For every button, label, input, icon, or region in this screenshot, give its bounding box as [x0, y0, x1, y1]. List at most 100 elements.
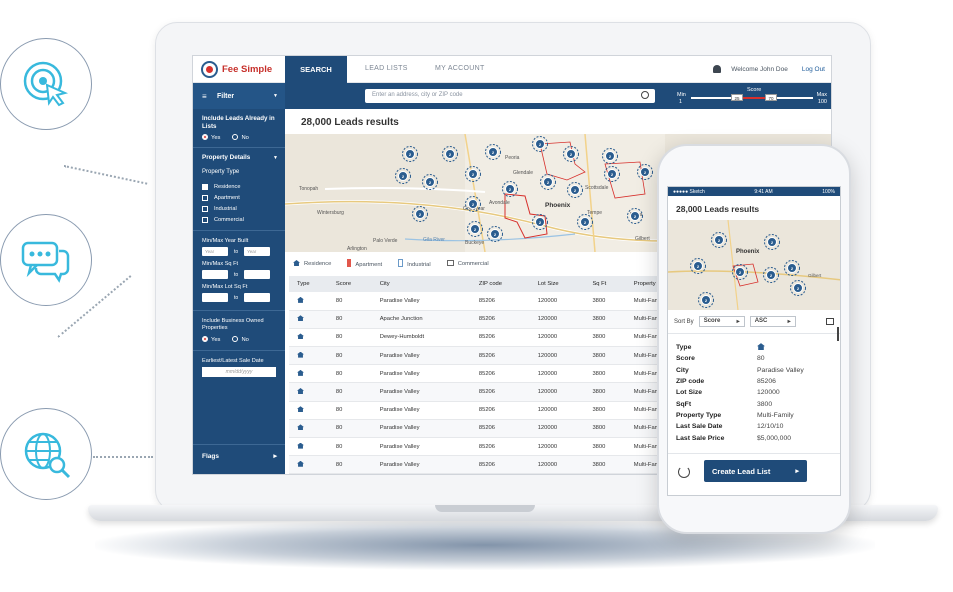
year-min-input[interactable]: Year — [202, 247, 228, 256]
detail-row: Lot Size 120000 — [676, 387, 840, 398]
property-details-toggle[interactable]: Property Details — [193, 148, 285, 165]
cell-city: Apache Junction — [371, 310, 471, 329]
table-row[interactable]: 80 Dewey-Humboldt 85206 120000 3800 Multi-Fam… — [289, 328, 709, 348]
map-cluster-marker[interactable]: 2 — [532, 136, 548, 152]
map-cluster-marker[interactable]: 2 — [395, 168, 411, 184]
mobile-map-markers[interactable]: 2 2 2 2 2 2 2 2 — [690, 232, 806, 308]
lot-min-input[interactable] — [202, 293, 228, 302]
table-row[interactable]: 80 Paradise Valley 85206 120000 3800 Multi-Fa… — [289, 346, 709, 366]
mobile-map-marker[interactable]: 2 — [711, 232, 727, 248]
legend-commercial[interactable]: Commercial — [446, 260, 489, 267]
include-leads-yes[interactable]: Yes — [202, 134, 220, 141]
mobile-map-marker[interactable]: 2 — [763, 267, 779, 283]
legend-industrial[interactable]: Industrial — [398, 259, 431, 268]
svg-text:2: 2 — [539, 142, 542, 147]
mobile-map-marker[interactable]: 2 — [764, 234, 780, 250]
building-icon — [347, 259, 352, 267]
table-row[interactable]: 80 Paradise Valley 85206 120000 3800 Multi-Fa… — [289, 437, 709, 457]
cell-sqft: 3800 — [584, 310, 626, 329]
sort-order-dropdown[interactable]: ASC ▸ — [749, 316, 796, 327]
detail-value: Multi-Family — [757, 411, 794, 419]
year-max-input[interactable]: Year — [244, 247, 271, 256]
map-cluster-marker[interactable]: 2 — [563, 146, 579, 162]
col-city[interactable]: City — [371, 276, 471, 292]
svg-text:2: 2 — [402, 174, 405, 179]
scrollbar-thumb[interactable] — [837, 327, 839, 341]
slider-high-handle[interactable]: 70 — [765, 94, 777, 101]
map-cluster-marker[interactable]: 2 — [540, 174, 556, 190]
refresh-icon[interactable] — [678, 466, 690, 478]
legend-residence[interactable]: Residence — [293, 260, 331, 267]
cell-lot-size: 120000 — [529, 346, 585, 366]
col-lot-size[interactable]: Lot Size — [529, 276, 585, 292]
checkbox-industrial[interactable]: Industrial — [202, 206, 285, 212]
legend-apartment[interactable]: Apartment — [347, 259, 382, 268]
map-cluster-marker[interactable]: 2 — [402, 146, 418, 162]
sort-field-dropdown[interactable]: Score ▸ — [698, 316, 745, 327]
col-sqft[interactable]: Sq Ft — [584, 276, 626, 292]
table-row[interactable]: 80 Paradise Valley 85206 120000 3800 Multi-Fa… — [289, 455, 709, 474]
slider-low-handle[interactable]: 25 — [731, 94, 743, 101]
checkbox-residence[interactable]: Residence — [202, 184, 285, 190]
sqft-min-input[interactable] — [202, 270, 228, 279]
brand-logo[interactable]: Fee Simple — [201, 61, 272, 78]
tab-my-account[interactable]: MY ACCOUNT — [435, 65, 485, 72]
include-leads-no[interactable]: No — [232, 134, 249, 141]
tab-search[interactable]: SEARCH — [285, 56, 347, 83]
create-lead-list-button[interactable]: Create Lead List — [704, 460, 807, 482]
score-range-slider[interactable]: Min Score Max 1 100 25 70 — [677, 86, 827, 106]
col-score[interactable]: Score — [327, 276, 372, 292]
filter-toggle[interactable]: Filter — [193, 83, 285, 109]
map-cluster-marker[interactable]: 2 — [487, 226, 503, 242]
table-row[interactable]: 80 Paradise Valley 85206 120000 3800 Multi-Fa… — [289, 382, 709, 402]
mobile-map-marker[interactable]: 2 — [784, 260, 800, 276]
table-row[interactable]: 80 Paradise Valley 85206 120000 3800 Multi-Fa… — [289, 364, 709, 384]
sale-date-input[interactable]: mm/dd/yyyy — [202, 367, 276, 377]
mobile-map-marker[interactable]: 2 — [690, 258, 706, 274]
map-cluster-marker[interactable]: 2 — [485, 144, 501, 160]
lot-max-input[interactable] — [244, 293, 271, 302]
map-cluster-marker[interactable]: 2 — [467, 221, 483, 237]
bell-icon[interactable] — [713, 65, 722, 73]
business-owned-no[interactable]: No — [232, 336, 249, 343]
map-cluster-marker[interactable]: 2 — [465, 166, 481, 182]
map-cluster-marker[interactable]: 2 — [502, 181, 518, 197]
map-cluster-marker[interactable]: 2 — [465, 196, 481, 212]
cell-lot-size: 120000 — [529, 364, 585, 384]
table-row[interactable]: 80 Apache Junction 85206 120000 3800 Multi-Fa… — [289, 310, 709, 329]
map-cluster-marker[interactable]: 2 — [442, 146, 458, 162]
mobile-map-canvas[interactable]: Phoenix Gilbert 2 2 2 2 2 2 2 2 — [668, 220, 840, 310]
search-icon[interactable] — [641, 91, 649, 99]
table-row[interactable]: 80 Paradise Valley 85206 120000 3800 Multi-Fa… — [289, 401, 709, 420]
table-row[interactable]: 80 Paradise Valley 85206 120000 3800 Multi-Fa… — [289, 419, 709, 439]
printer-icon[interactable] — [826, 318, 834, 325]
mobile-map-marker[interactable]: 2 — [698, 292, 714, 308]
map-cluster-marker[interactable]: 2 — [412, 206, 428, 222]
map-cluster-marker[interactable]: 2 — [604, 166, 620, 182]
map-cluster-marker[interactable]: 2 — [567, 182, 583, 198]
table-row[interactable]: 80 Paradise Valley 85206 120000 3800 Multi-Fa… — [289, 292, 709, 311]
col-type[interactable]: Type — [289, 276, 328, 292]
col-zip[interactable]: ZIP code — [470, 276, 530, 292]
mobile-map[interactable]: Phoenix Gilbert 2 2 2 2 2 2 2 2 — [668, 220, 840, 310]
map-cluster-marker[interactable]: 2 — [627, 208, 643, 224]
map-label-wintersburg: Wintersburg — [317, 210, 344, 216]
mobile-map-marker[interactable]: 2 — [790, 280, 806, 296]
cell-type — [289, 364, 328, 384]
map-cluster-marker[interactable]: 2 — [532, 214, 548, 230]
tab-lead-lists[interactable]: LEAD LISTS — [365, 65, 408, 72]
legend-label: Commercial — [457, 261, 489, 267]
map-markers[interactable]: 22222222222222222222222 — [395, 136, 693, 242]
mobile-map-marker[interactable]: 2 — [732, 264, 748, 280]
business-owned-yes[interactable]: Yes — [202, 336, 220, 343]
map-cluster-marker[interactable]: 2 — [422, 174, 438, 190]
checkbox-commercial[interactable]: Commercial — [202, 217, 285, 223]
map-cluster-marker[interactable]: 2 — [637, 164, 653, 180]
checkbox-apartment[interactable]: Apartment — [202, 195, 285, 201]
map-cluster-marker[interactable]: 2 — [602, 148, 618, 164]
sqft-max-input[interactable] — [244, 270, 271, 279]
search-input[interactable]: Enter an address, city or ZIP code — [365, 89, 655, 103]
flags-toggle[interactable]: Flags — [193, 444, 285, 468]
logout-link[interactable]: Log Out — [801, 65, 825, 73]
map-cluster-marker[interactable]: 2 — [577, 214, 593, 230]
